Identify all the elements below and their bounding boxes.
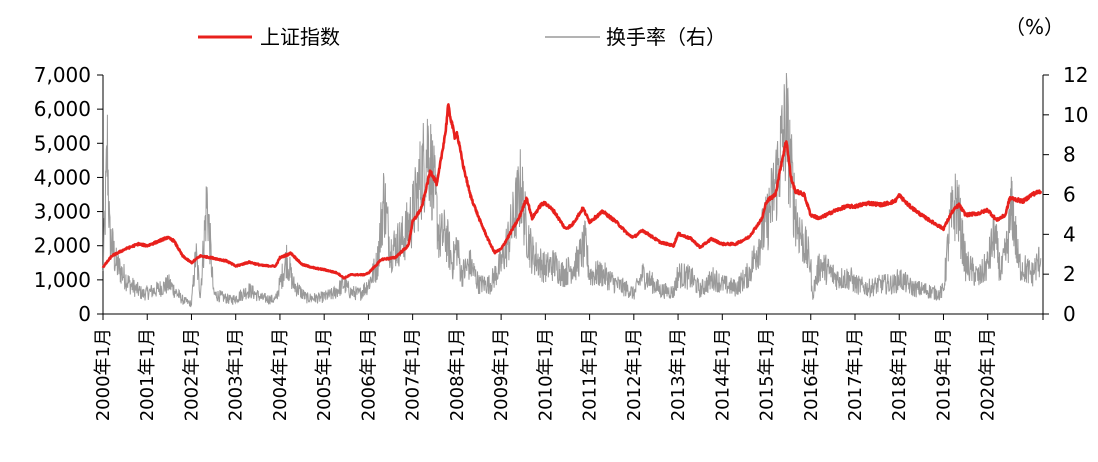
axes: 0 1,000 2,000 3,000 4,000 5,000 6,000 7,000 0 2 4 6… (34, 63, 1089, 421)
y-right-tick-label: 8 (1063, 143, 1076, 167)
x-tick-label: 2017年1月 (845, 328, 866, 421)
y-right-tick-label: 4 (1063, 222, 1076, 246)
legend: 上证指数 换手率（右） （%） (198, 15, 1064, 49)
x-tick-label: 2006年1月 (358, 328, 379, 421)
plot-area (101, 72, 1043, 308)
y-right-tick-label: 10 (1063, 103, 1088, 127)
legend-label-turnover: 换手率（右） (606, 25, 726, 49)
x-tick-label: 2014年1月 (712, 328, 733, 421)
x-tick-label: 2009年1月 (491, 328, 512, 421)
x-tick-label: 2013年1月 (668, 328, 689, 421)
turnover-series-line (102, 72, 1042, 308)
x-tick-label: 2003年1月 (226, 328, 247, 421)
y-right-tick-label: 0 (1063, 302, 1076, 326)
index-series-line (101, 103, 1043, 280)
x-tick-label: 2007年1月 (403, 328, 424, 421)
x-tick-label: 2000年1月 (93, 328, 114, 421)
x-tick-label: 2005年1月 (314, 328, 335, 421)
legend-label-index: 上证指数 (260, 25, 340, 49)
right-axis-unit: （%） (1005, 15, 1064, 39)
y-left-tick-label: 5,000 (34, 131, 91, 155)
y-left-tick-label: 3,000 (34, 200, 91, 224)
x-tick-label: 2018年1月 (889, 328, 910, 421)
y-left-tick-label: 0 (78, 302, 91, 326)
x-tick-label: 2008年1月 (447, 328, 468, 421)
x-tick-label: 2015年1月 (757, 328, 778, 421)
y-left-tick-label: 7,000 (34, 63, 91, 87)
x-tick-label: 2019年1月 (933, 328, 954, 421)
y-left-tick-label: 6,000 (34, 97, 91, 121)
y-right-tick-label: 2 (1063, 262, 1076, 286)
y-left-tick-label: 2,000 (34, 234, 91, 258)
x-tick-label: 2004年1月 (270, 328, 291, 421)
x-tick-label: 2011年1月 (580, 328, 601, 421)
x-tick-label: 2010年1月 (535, 328, 556, 421)
y-left-tick-label: 4,000 (34, 165, 91, 189)
y-right-tick-label: 12 (1063, 63, 1088, 87)
y-left-tick-label: 1,000 (34, 268, 91, 292)
x-tick-label: 2012年1月 (624, 328, 645, 421)
x-tick-label: 2001年1月 (137, 328, 158, 421)
x-tick-label: 2016年1月 (801, 328, 822, 421)
x-tick-label: 2002年1月 (181, 328, 202, 421)
y-right-tick-label: 6 (1063, 183, 1076, 207)
x-tick-label: 2020年1月 (978, 328, 999, 421)
